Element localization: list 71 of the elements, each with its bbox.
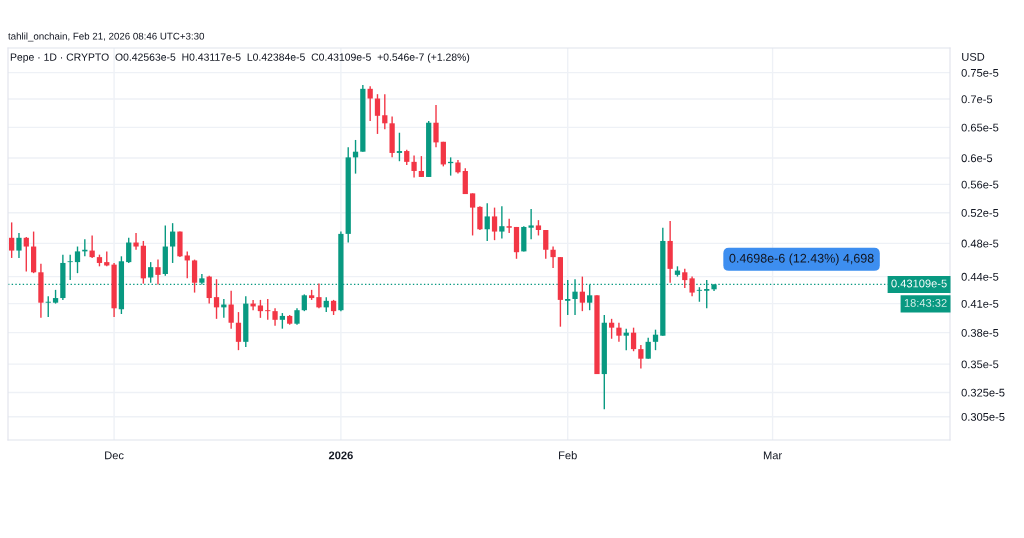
y-tick-label: 0.75e-5 bbox=[961, 68, 999, 77]
candlestick bbox=[623, 327, 629, 351]
candlestick bbox=[45, 295, 51, 318]
candlestick bbox=[228, 290, 234, 330]
y-tick-label: 0.35e-5 bbox=[961, 360, 999, 369]
candlestick bbox=[382, 93, 388, 130]
annotation: 18:43:32 bbox=[904, 298, 947, 307]
candlestick bbox=[191, 258, 198, 294]
candlestick bbox=[374, 93, 381, 135]
candlestick bbox=[440, 141, 446, 168]
candlestick bbox=[316, 282, 322, 309]
candlestick bbox=[411, 154, 417, 179]
candlestick bbox=[689, 275, 695, 297]
candlestick bbox=[265, 298, 271, 321]
candlestick bbox=[630, 326, 637, 352]
candlestick bbox=[587, 283, 593, 311]
candlestick bbox=[682, 268, 688, 289]
x-tick-label: Dec bbox=[105, 451, 124, 460]
candlestick bbox=[491, 206, 498, 241]
y-tick-label: 0.6e-5 bbox=[961, 154, 993, 163]
candlestick bbox=[616, 322, 622, 343]
candlestick bbox=[506, 217, 512, 234]
candlestick bbox=[433, 104, 439, 149]
candlestick bbox=[169, 222, 176, 264]
candlestick bbox=[133, 232, 139, 251]
candlestick bbox=[550, 245, 556, 269]
candlestick bbox=[477, 205, 483, 231]
x-tick-label: 2026 bbox=[328, 451, 353, 460]
candlestick bbox=[67, 253, 73, 281]
candlestick bbox=[469, 192, 476, 237]
candlestick bbox=[645, 337, 651, 360]
candlestick bbox=[16, 232, 22, 259]
ref-line-label: 0.43109e-5 bbox=[891, 279, 947, 288]
candlestick bbox=[638, 344, 644, 370]
candlestick bbox=[206, 275, 212, 305]
y-axis-title: USD bbox=[962, 52, 985, 61]
y-tick-label: 0.305e-5 bbox=[961, 413, 1005, 421]
candlestick bbox=[148, 261, 154, 284]
candlestick bbox=[23, 236, 29, 273]
candlestick bbox=[367, 85, 373, 122]
candlestick bbox=[235, 311, 242, 351]
y-tick-label: 0.38e-5 bbox=[961, 328, 999, 337]
candlestick bbox=[543, 229, 549, 260]
y-tick-label: 0.41e-5 bbox=[961, 299, 999, 308]
x-tick-label: Mar bbox=[763, 451, 782, 460]
candlestick bbox=[652, 328, 659, 351]
chart-title: tahlil_onchain, Feb 21, 2026 08:46 UTC+3:30 bbox=[8, 32, 205, 42]
y-tick-label: 0.56e-5 bbox=[961, 180, 999, 189]
y-tick-label: 0.7e-5 bbox=[961, 95, 993, 104]
candlestick bbox=[9, 221, 15, 259]
candlestick bbox=[126, 237, 132, 264]
candlestick bbox=[396, 132, 403, 162]
candlestick bbox=[213, 278, 220, 320]
y-tick-label: 0.65e-5 bbox=[961, 123, 999, 132]
candlestick bbox=[462, 167, 468, 195]
y-tick-label: 0.52e-5 bbox=[961, 208, 999, 217]
candlestick bbox=[418, 155, 425, 178]
chart-subtitle: Pepe · 1D · CRYPTO O0.42563e-5 H0.43117e-5 L0.42384e-5 C0.43109e-5 +0.546e-7 (+1.28%) bbox=[10, 53, 470, 63]
candlestick bbox=[155, 258, 161, 286]
x-tick-label: Feb bbox=[559, 451, 577, 460]
candlestick bbox=[608, 318, 615, 340]
y-tick-label: 0.48e-5 bbox=[961, 239, 999, 248]
candlestick bbox=[74, 245, 81, 274]
y-tick-label: 0.325e-5 bbox=[961, 388, 1005, 397]
annotation: 0.4698e-6 (12.43%) 4,698 bbox=[729, 253, 874, 266]
candlestick bbox=[528, 208, 534, 241]
candlestick bbox=[499, 205, 505, 240]
candlestick bbox=[579, 275, 585, 312]
candlestick bbox=[184, 250, 190, 280]
candlestick bbox=[484, 202, 490, 242]
y-tick-label: 0.44e-5 bbox=[961, 272, 999, 281]
